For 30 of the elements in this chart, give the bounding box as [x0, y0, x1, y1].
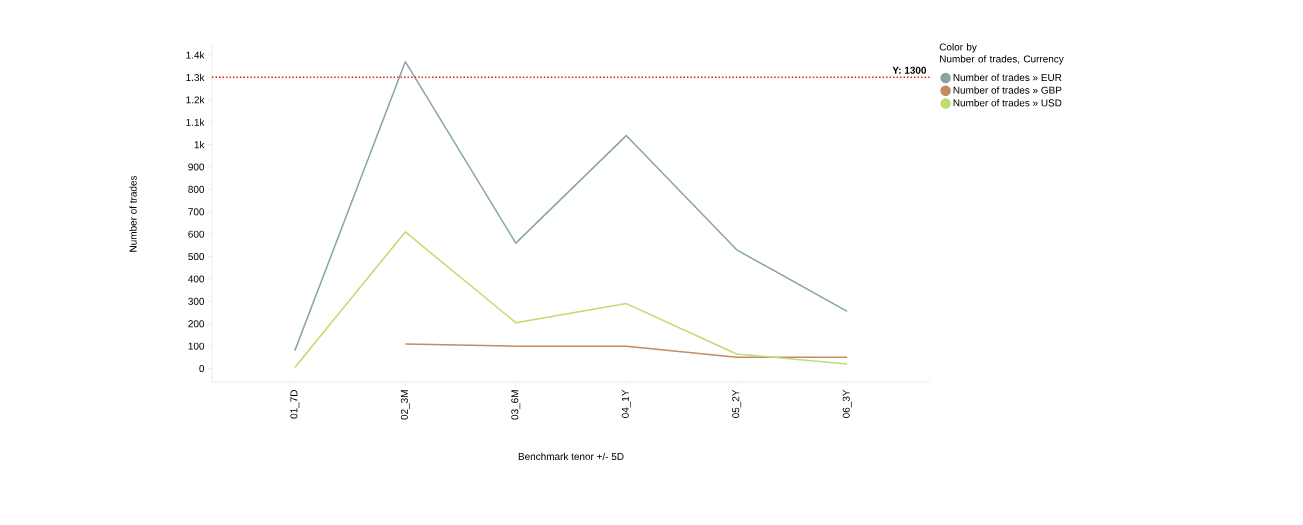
y-tick-label: 1.2k [186, 96, 205, 104]
x-tick-label: 01_7D [290, 390, 300, 419]
y-tick-label: 400 [188, 275, 205, 283]
legend-label: Number of trades » USD [953, 99, 1062, 107]
y-tick-label: 200 [188, 320, 205, 328]
x-tick-label: 04_1Y [621, 389, 631, 418]
legend-label: Number of trades » EUR [953, 73, 1062, 82]
y-tick-label: 0 [199, 365, 205, 373]
y-tick-label: 700 [188, 208, 205, 216]
x-tick-label: 05_2Y [732, 389, 742, 418]
x-tick-label: 03_6M [511, 390, 521, 420]
y-tick-label: 1.4k [186, 51, 205, 59]
legend-label: Number of trades » GBP [953, 86, 1062, 94]
ref-line-label: Y: 1300 [892, 66, 927, 74]
x-tick-label: 06_3Y [842, 389, 852, 418]
y-tick-label: 100 [188, 342, 205, 350]
line-series [294, 231, 848, 369]
x-tick-label: 02_3M [400, 390, 410, 420]
y-tick-label: 300 [188, 297, 205, 305]
y-tick-label: 1.3k [186, 73, 205, 82]
x-axis-title: Benchmark tenor +/- 5D [518, 452, 624, 461]
y-tick-label: 1.1k [186, 118, 205, 126]
legend-title: Color by Number of trades, Currency [939, 43, 1064, 65]
line-series [294, 60, 848, 352]
y-tick-label: 1k [194, 140, 205, 149]
y-axis-title: Number of trades [129, 175, 137, 252]
y-tick-label: 900 [188, 163, 205, 171]
y-tick-label: 500 [188, 253, 205, 261]
y-tick-label: 600 [188, 230, 205, 238]
y-tick-label: 800 [188, 185, 205, 193]
